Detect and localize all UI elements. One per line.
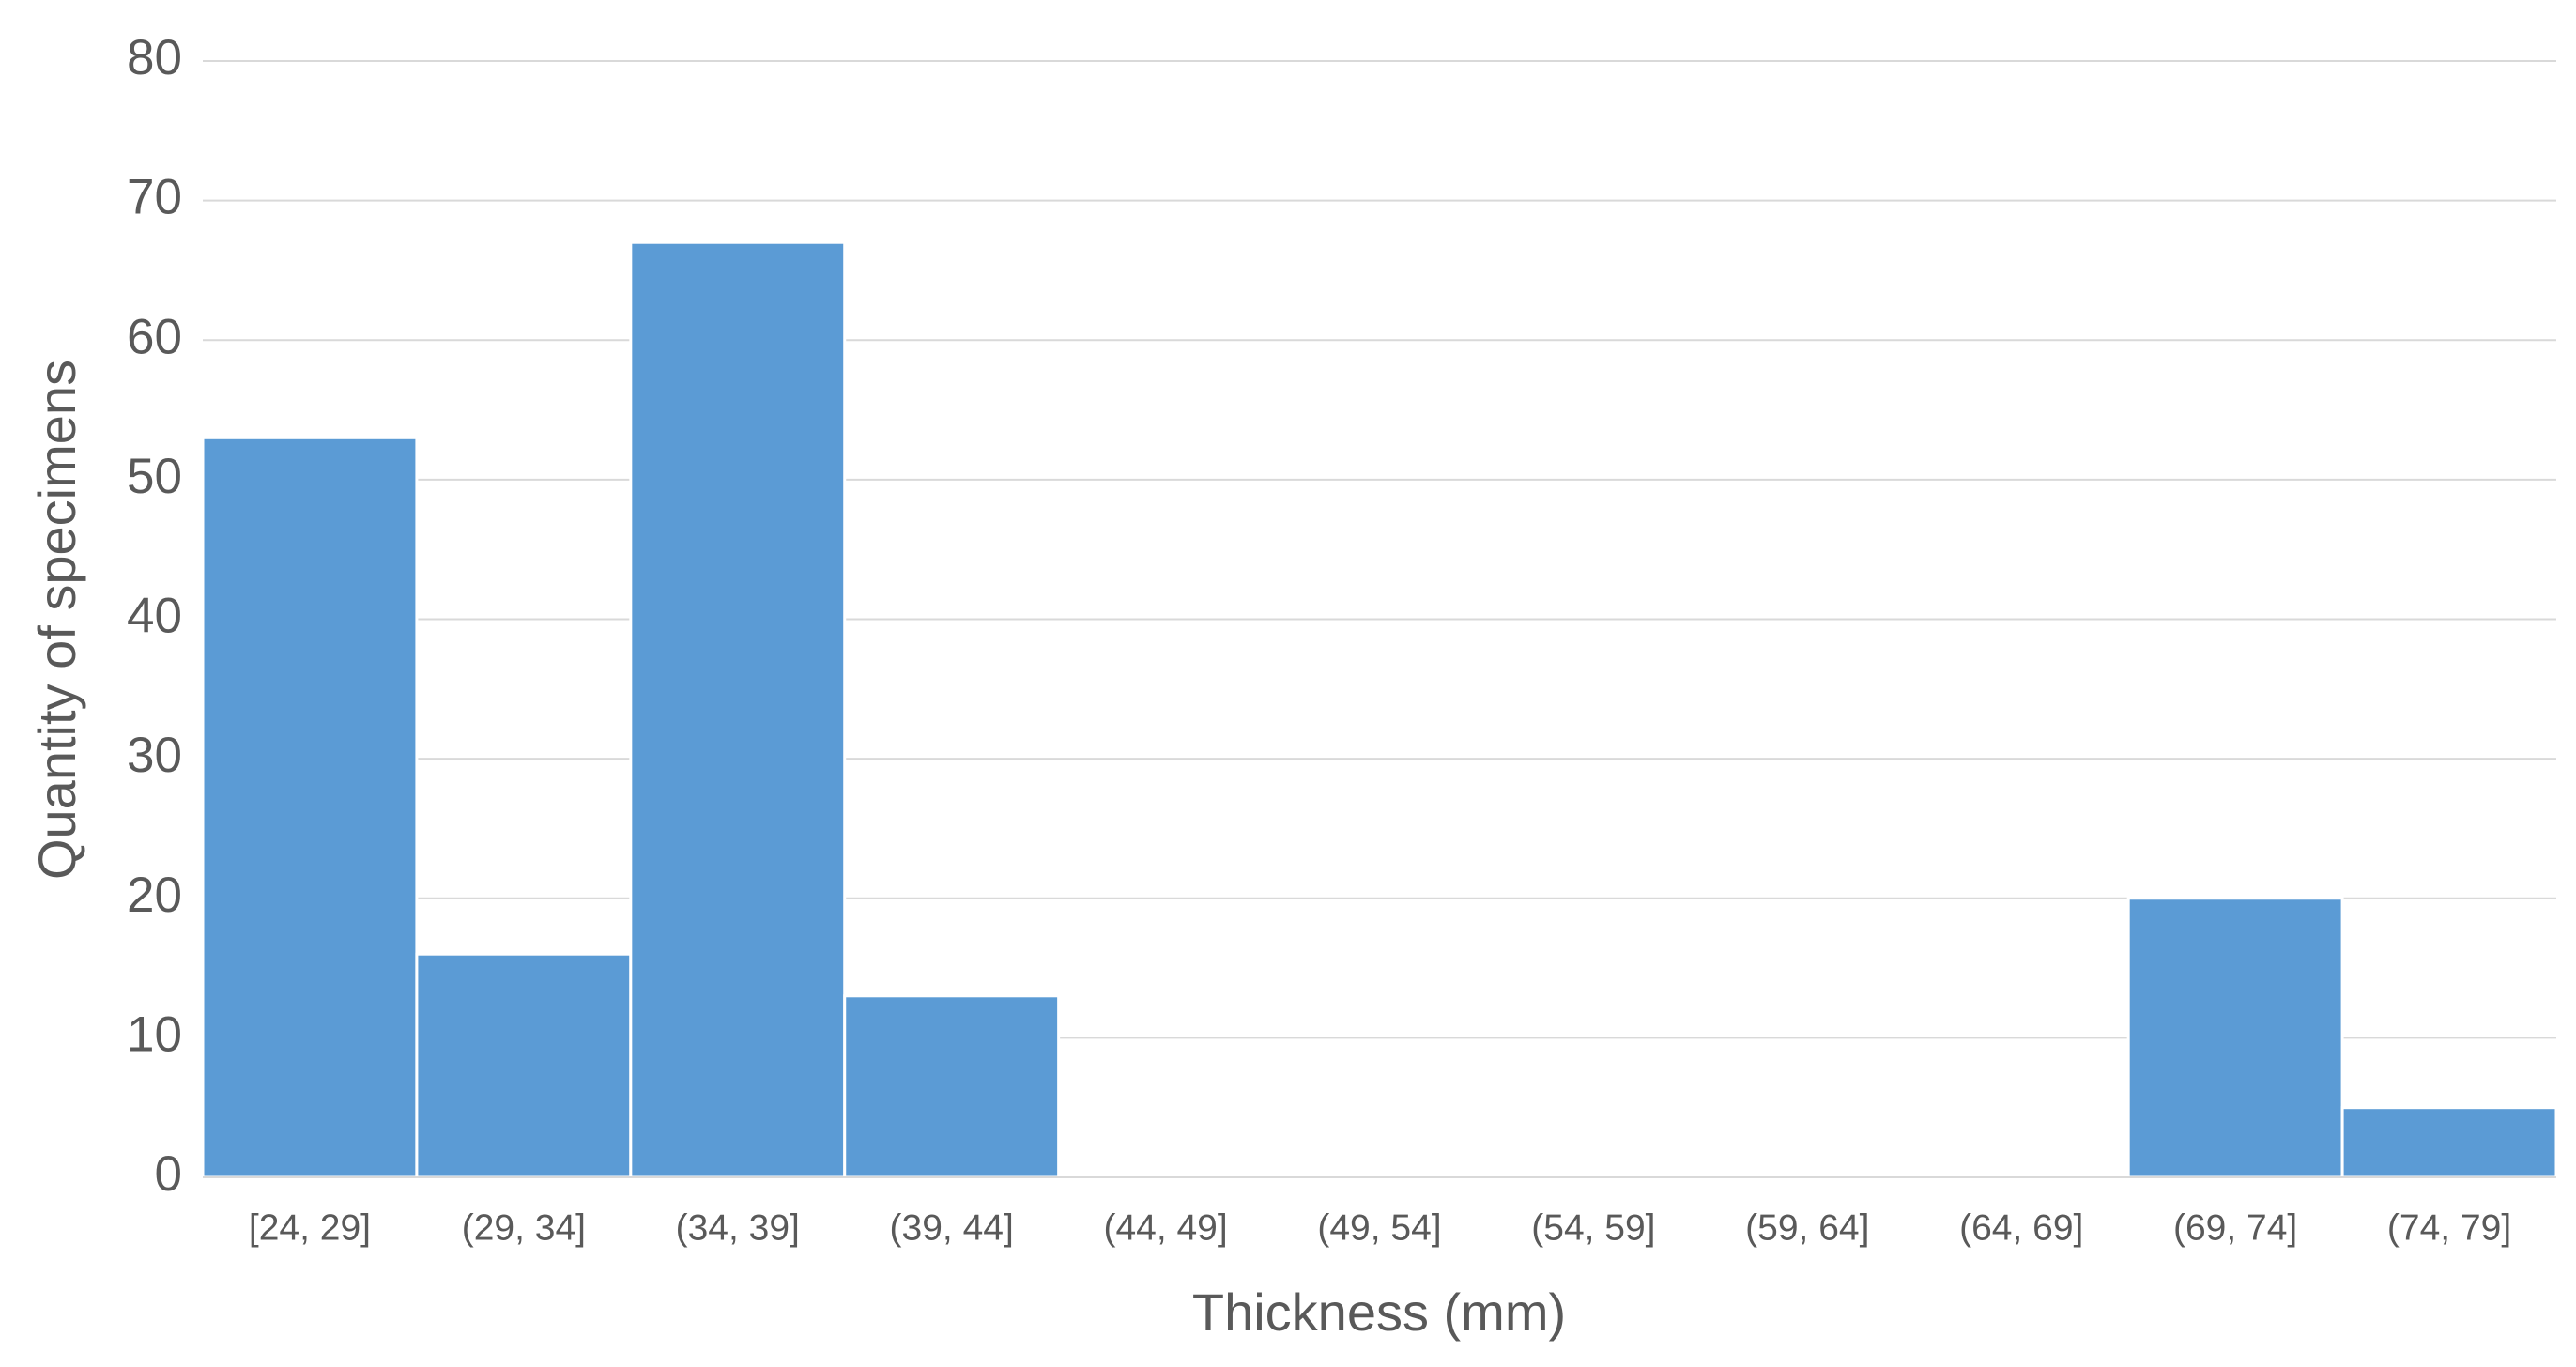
bar <box>2126 897 2344 1179</box>
y-tick-label: 10 <box>127 1006 182 1062</box>
y-tick-label: 30 <box>127 728 182 783</box>
x-tick-label: (49, 54] <box>1317 1207 1441 1248</box>
x-tick-label: [24, 29] <box>249 1207 371 1248</box>
x-tick-label: (29, 34] <box>462 1207 586 1248</box>
x-tick-label: (64, 69] <box>1959 1207 2083 1248</box>
bar <box>629 240 847 1179</box>
y-tick-label: 80 <box>127 30 182 85</box>
x-axis-title: Thickness (mm) <box>1192 1283 1566 1342</box>
y-tick-label: 0 <box>155 1146 182 1202</box>
bar <box>201 436 419 1179</box>
x-tick-label: (39, 44] <box>890 1207 1014 1248</box>
x-tick-label: (44, 49] <box>1103 1207 1227 1248</box>
y-tick-label: 20 <box>127 868 182 923</box>
y-axis-title: Quantity of specimens <box>27 360 86 880</box>
bar <box>415 952 633 1179</box>
y-tick-label: 50 <box>127 449 182 504</box>
bar <box>843 994 1061 1179</box>
x-tick-label: (34, 39] <box>676 1207 800 1248</box>
x-tick-label: (74, 79] <box>2387 1207 2511 1248</box>
x-tick-label: (54, 59] <box>1531 1207 1655 1248</box>
y-tick-label: 40 <box>127 589 182 644</box>
x-tick-label: (69, 74] <box>2173 1207 2297 1248</box>
y-tick-label: 60 <box>127 309 182 364</box>
y-tick-label: 70 <box>127 170 182 225</box>
x-tick-label: (59, 64] <box>1745 1207 1869 1248</box>
bar <box>2340 1106 2558 1179</box>
